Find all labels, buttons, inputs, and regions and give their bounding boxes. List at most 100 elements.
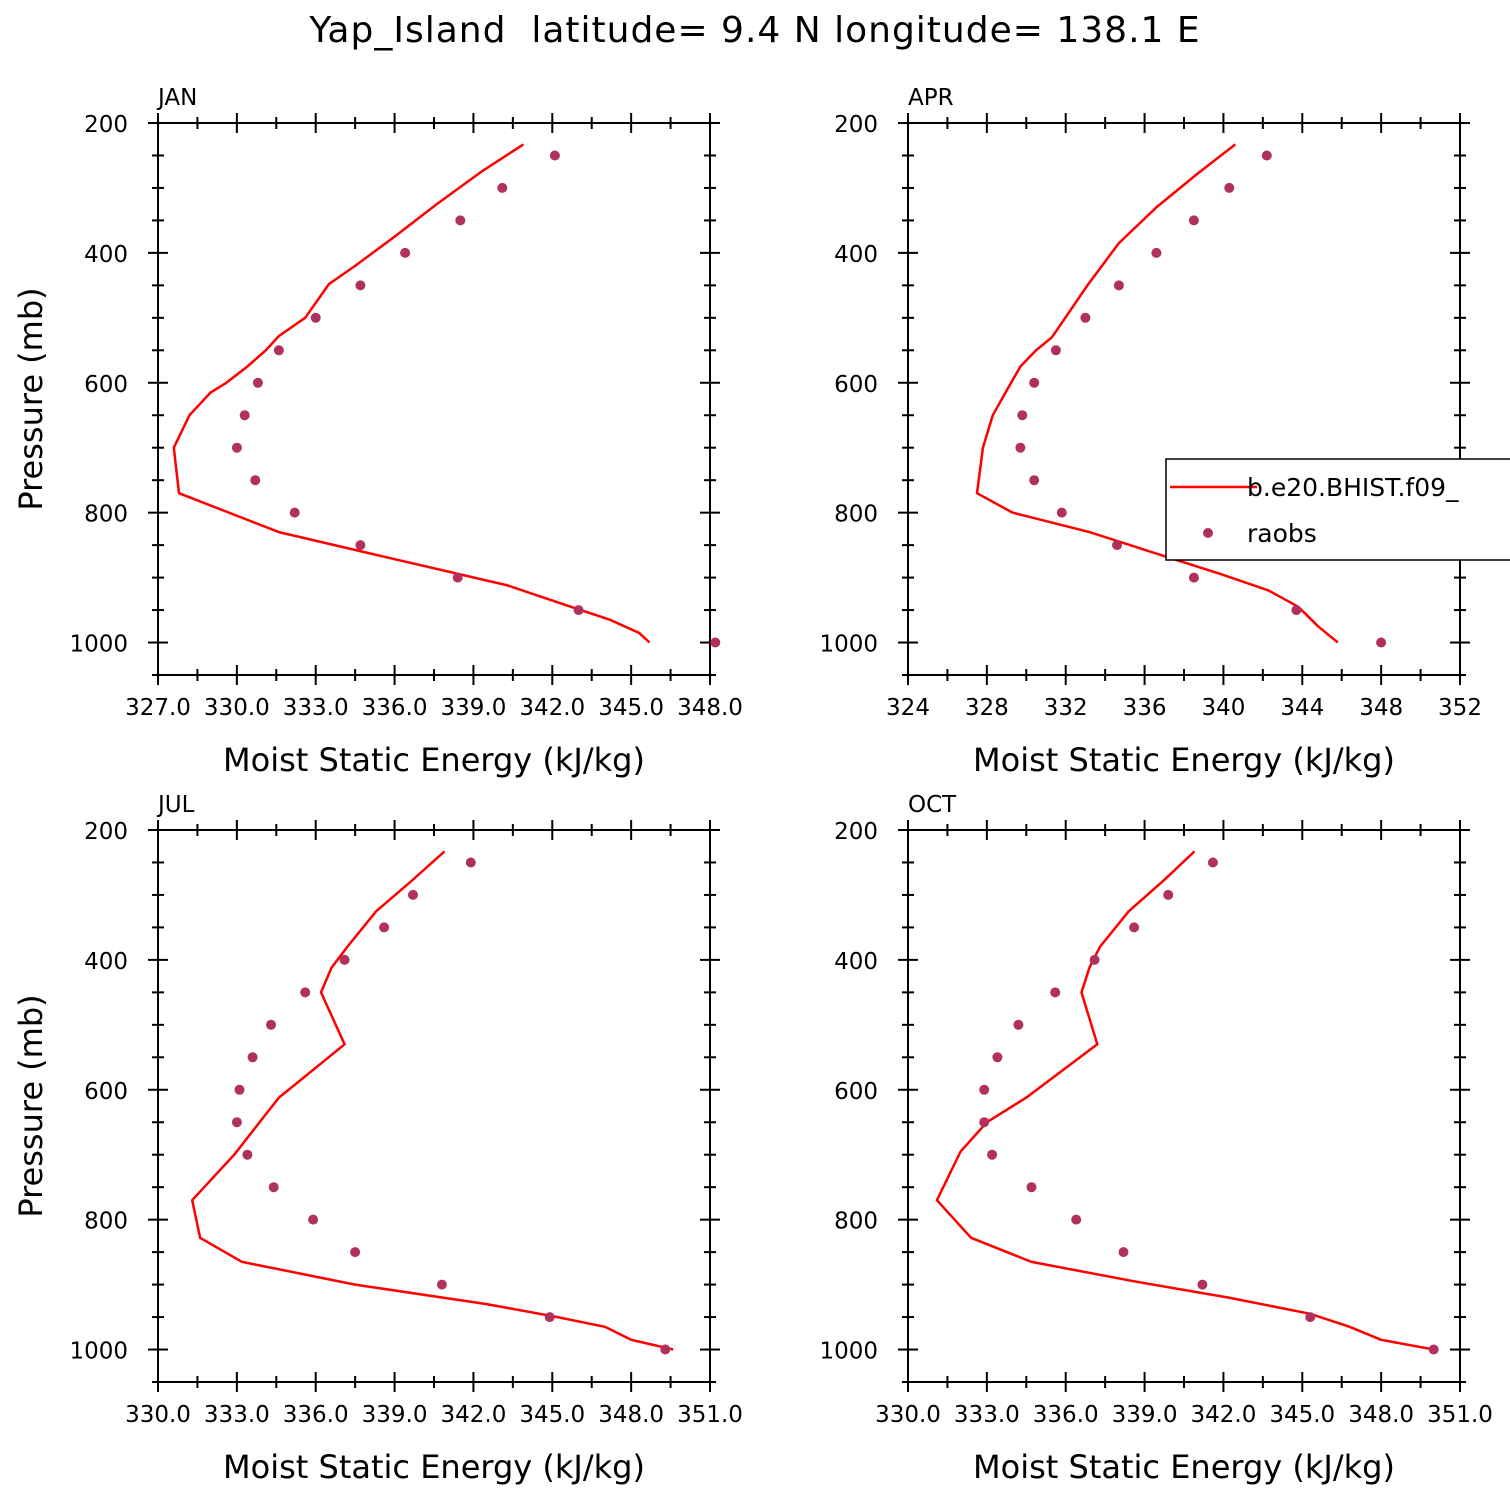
y-axis-title: Pressure (mb) — [12, 287, 50, 510]
x-tick-label: 348 — [1359, 695, 1403, 721]
x-tick-label: 339.0 — [362, 1402, 428, 1428]
y-tick-label: 600 — [84, 1079, 128, 1105]
obs-point — [408, 889, 418, 900]
x-tick-label: 351.0 — [1427, 1402, 1493, 1428]
x-tick-label: 336.0 — [1033, 1402, 1099, 1428]
y-tick-label: 600 — [834, 1079, 878, 1105]
series-obs — [979, 857, 1439, 1355]
obs-point — [1013, 1019, 1024, 1030]
obs-point — [1188, 572, 1199, 583]
x-tick-label: 336 — [1123, 695, 1167, 721]
plot-frame — [907, 122, 1461, 676]
obs-point — [231, 442, 242, 453]
obs-point — [234, 1084, 245, 1095]
x-tick-label: 345.0 — [598, 695, 664, 721]
x-tick-label: 342.0 — [440, 1402, 506, 1428]
figure-title: Yap_Island latitude= 9.4 N longitude= 13… — [309, 10, 1201, 51]
x-tick-label: 345.0 — [1269, 1402, 1335, 1428]
panel-label: JUL — [156, 792, 195, 818]
obs-point — [1015, 442, 1026, 453]
x-tick-label: 333.0 — [283, 695, 349, 721]
legend-obs-marker — [1203, 528, 1213, 538]
legend: b.e20.BHIST.f09_ raobs — [1165, 458, 1510, 561]
obs-point — [300, 987, 311, 998]
obs-point — [1291, 605, 1302, 616]
obs-point — [1188, 215, 1199, 226]
y-tick-label: 200 — [84, 819, 128, 845]
x-tick-label: 330.0 — [875, 1402, 941, 1428]
obs-point — [308, 1214, 319, 1225]
panel-apr: 324 328 332 336 340 344 348 352 200 400 600 800 1000… — [819, 85, 1482, 779]
y-tick-label: 400 — [834, 949, 878, 975]
obs-point — [465, 857, 476, 868]
obs-point — [455, 215, 466, 226]
x-tick-label: 324 — [886, 695, 930, 721]
x-tick-label: 352 — [1438, 695, 1482, 721]
obs-point — [400, 247, 411, 258]
series-obs — [231, 857, 671, 1355]
x-tick-label: 345.0 — [519, 1402, 585, 1428]
obs-point — [1089, 954, 1100, 965]
y-tick-label: 200 — [84, 112, 128, 138]
y-tick-label: 400 — [84, 949, 128, 975]
x-tick-label: 332 — [1044, 695, 1088, 721]
x-axis-title: Moist Static Energy (kJ/kg) — [973, 1448, 1395, 1486]
obs-point — [1112, 540, 1122, 551]
obs-point — [1129, 922, 1140, 933]
x-tick-label: 333.0 — [954, 1402, 1020, 1428]
series-line-model — [190, 850, 674, 1351]
plot-frame — [157, 829, 711, 1383]
y-tick-label: 600 — [84, 372, 128, 398]
panels: 327.0 330.0 333.0 336.0 339.0 342.0 345.0 348.0… — [12, 85, 1493, 1486]
x-tick-label: 348.0 — [1348, 1402, 1414, 1428]
obs-point — [452, 572, 463, 583]
obs-point — [273, 345, 284, 356]
series-line-model — [935, 850, 1434, 1351]
obs-point — [1050, 987, 1061, 998]
obs-point — [979, 1117, 990, 1128]
x-tick-label: 328 — [965, 695, 1009, 721]
y-tick-label: 1000 — [819, 632, 878, 658]
y-tick-label: 800 — [84, 502, 128, 528]
y-tick-label: 200 — [834, 112, 878, 138]
obs-point — [497, 182, 508, 193]
obs-point — [1261, 150, 1272, 161]
series-obs — [1015, 150, 1387, 648]
x-tick-label: 340 — [1201, 695, 1245, 721]
x-tick-label: 327.0 — [125, 695, 191, 721]
x-axis-title: Moist Static Energy (kJ/kg) — [223, 1448, 645, 1486]
x-tick-label: 336.0 — [283, 1402, 349, 1428]
legend-model-label: b.e20.BHIST.f09_ — [1247, 473, 1459, 502]
x-tick-label: 336.0 — [362, 695, 428, 721]
obs-point — [1305, 1312, 1316, 1323]
obs-point — [1113, 280, 1124, 291]
obs-point — [379, 922, 390, 933]
obs-point — [355, 280, 366, 291]
obs-point — [1017, 410, 1028, 421]
obs-point — [1151, 247, 1162, 258]
obs-point — [436, 1279, 447, 1290]
obs-point — [573, 605, 584, 616]
obs-point — [355, 540, 366, 551]
panel-label: APR — [908, 85, 954, 111]
y-tick-label: 800 — [834, 502, 878, 528]
obs-point — [1050, 345, 1061, 356]
y-tick-label: 800 — [834, 1209, 878, 1235]
series-line-model — [975, 143, 1339, 644]
obs-point — [289, 507, 300, 518]
obs-point — [710, 637, 721, 648]
legend-obs-label: raobs — [1247, 519, 1317, 548]
x-axis-title: Moist Static Energy (kJ/kg) — [223, 741, 645, 779]
x-tick-label: 344 — [1280, 695, 1324, 721]
y-tick-label: 600 — [834, 372, 878, 398]
obs-point — [1428, 1344, 1439, 1355]
x-axis-title: Moist Static Energy (kJ/kg) — [973, 741, 1395, 779]
y-tick-label: 1000 — [819, 1339, 878, 1365]
panel-jan: 327.0 330.0 333.0 336.0 339.0 342.0 345.0 348.0… — [12, 85, 743, 779]
obs-point — [350, 1247, 361, 1258]
obs-point — [1224, 182, 1235, 193]
obs-point — [1071, 1214, 1082, 1225]
obs-point — [544, 1312, 555, 1323]
obs-point — [1197, 1279, 1208, 1290]
